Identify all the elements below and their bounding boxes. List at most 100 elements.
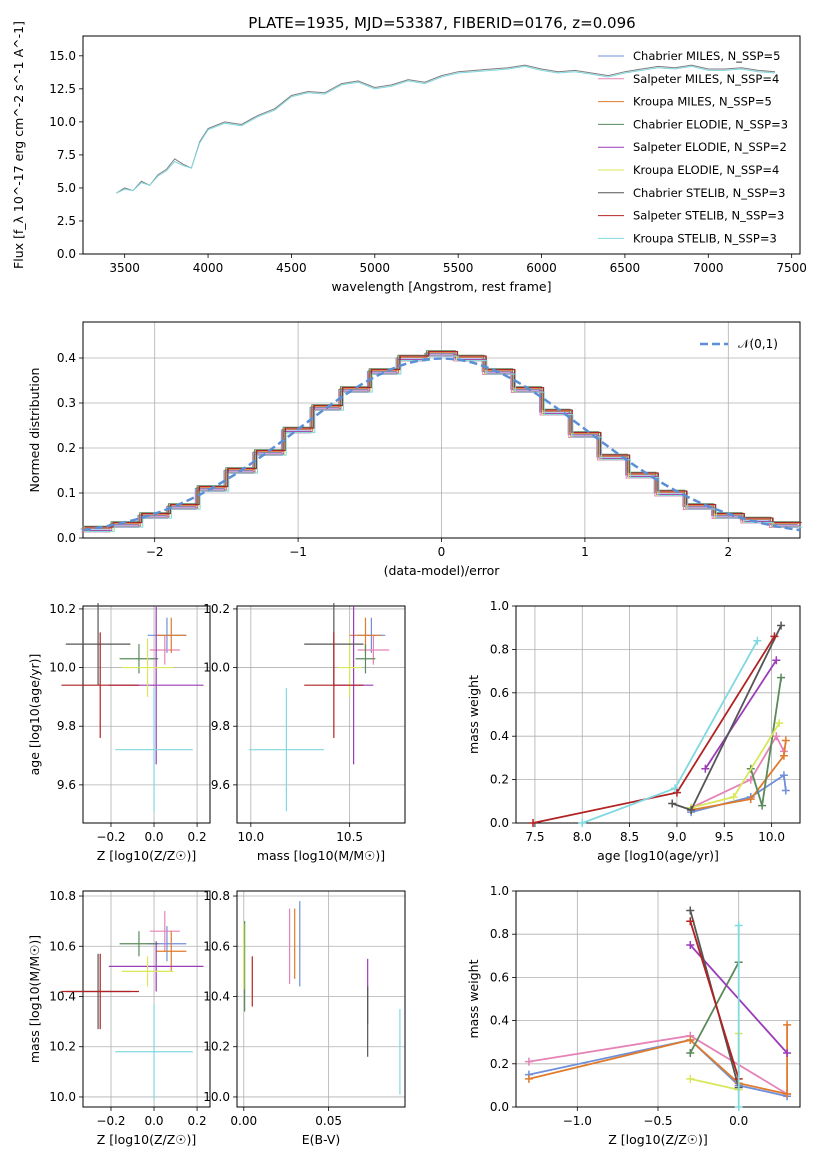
panel-5: −0.2 0.0 0.2 10.0 10.2 10.4 10.6 10.8 Z [log10(Z… — [27, 889, 211, 1147]
y-tick-label: 0.6 — [490, 970, 509, 984]
weight-marker — [529, 819, 538, 827]
panel-3: 10.0 10.5 9.6 9.8 10.0 10.2 mass [log10(M/M☉)] — [203, 602, 406, 863]
x-axis-label: mass [log10(M/M☉)] — [257, 848, 385, 863]
y-axis-label: mass [log10(M/M☉)] — [27, 935, 42, 1063]
legend-label: 𝒩(0,1) — [738, 337, 778, 351]
axes-frame — [236, 605, 406, 824]
y-tick-label: 0.0 — [490, 816, 509, 830]
x-tick-label: −0.5 — [643, 1114, 672, 1128]
y-tick-label: 15.0 — [49, 49, 76, 63]
weight-marker — [687, 805, 696, 814]
weight-marker — [772, 732, 781, 741]
panel-1: −2 −1 0 1 2 0.0 0.1 0.2 0.3 0.4 (data-model)/error… — [27, 321, 803, 578]
figure-title: PLATE=1935, MJD=53387, FIBERID=0176, z=0… — [248, 14, 635, 32]
weight-marker — [781, 736, 790, 745]
x-tick-label: 8.5 — [620, 830, 639, 844]
y-tick-label: 10.2 — [49, 602, 76, 616]
x-tick-label: 3500 — [109, 261, 140, 275]
x-tick-label: 0.05 — [315, 1114, 342, 1128]
weight-marker — [777, 673, 786, 682]
panel-4: 7.5 8.0 8.5 9.0 9.5 10.0 0.0 0.2 0.4 0.6 0.8 1.0 age… — [466, 599, 801, 863]
spectrum-data — [116, 64, 776, 194]
legend: Chabrier MILES, N_SSP=5 Salpeter MILES, N… — [598, 49, 788, 245]
axes-frame — [236, 890, 406, 1108]
x-tick-label: −0.2 — [96, 830, 125, 844]
y-tick-label: 10.2 — [203, 1040, 230, 1054]
x-tick-label: −1 — [289, 545, 307, 559]
panel-0: 3500 4000 4500 5000 5500 6000 6500 7000 7500 0.0 2… — [11, 21, 807, 294]
weight-marker — [777, 621, 786, 630]
y-tick-label: 12.5 — [49, 82, 76, 96]
y-tick-label: 10.0 — [203, 1090, 230, 1104]
y-tick-label: 10.4 — [203, 989, 230, 1003]
y-tick-label: 0.8 — [490, 642, 509, 656]
y-tick-label: 0.2 — [57, 441, 76, 455]
panel-7: −1.0 −0.5 0.0 0.0 0.2 0.4 0.6 0.8 1.0 Z [log10(Z/… — [466, 884, 801, 1147]
y-axis-label: age [log10(age/yr)] — [27, 654, 42, 776]
y-tick-label: 0.3 — [57, 396, 76, 410]
weight-marker — [668, 799, 677, 808]
weight-marker — [686, 1049, 695, 1057]
x-tick-label: 4500 — [276, 261, 307, 275]
x-tick-label: 0.00 — [230, 1114, 257, 1128]
panel-6: 0.00 0.05 10.0 10.2 10.4 10.6 10.8 E(B-V) — [203, 889, 406, 1147]
histogram-7 — [84, 351, 802, 528]
y-tick-label: 9.8 — [211, 719, 230, 733]
axes-frame — [515, 605, 801, 824]
y-tick-label: 10.2 — [49, 1040, 76, 1054]
histogram-2 — [81, 352, 799, 529]
weight-marker — [686, 941, 695, 949]
x-tick-label: 2 — [724, 545, 732, 559]
weight-marker — [672, 788, 681, 797]
x-tick-label: 9.5 — [715, 830, 734, 844]
y-axis-label: mass weight — [466, 675, 481, 754]
weight-marker — [783, 1090, 792, 1099]
legend-label: Chabrier STELIB, N_SSP=3 — [633, 186, 785, 200]
y-tick-label: 10.4 — [49, 989, 76, 1003]
axes-frame — [82, 605, 211, 824]
weight-marker — [783, 1020, 792, 1029]
y-tick-label: 0.8 — [490, 927, 509, 941]
weight-marker — [779, 771, 788, 780]
weight-marker — [524, 1074, 533, 1083]
weight-marker — [686, 917, 695, 926]
x-tick-label: 10.0 — [237, 830, 264, 844]
y-tick-label: 1.0 — [490, 599, 509, 613]
x-tick-label: 0.2 — [188, 1114, 207, 1128]
x-axis-label: Z [log10(Z/Z☉)] — [97, 1132, 197, 1147]
weight-line-Salpeter STELIB — [689, 920, 740, 1080]
x-axis-label: age [log10(age/yr)] — [597, 848, 719, 863]
y-tick-label: 10.8 — [49, 889, 76, 903]
legend-label: Salpeter STELIB, N_SSP=3 — [633, 209, 784, 223]
y-tick-label: 10.6 — [49, 939, 76, 953]
x-tick-label: 6500 — [610, 261, 641, 275]
legend-label: Kroupa STELIB, N_SSP=3 — [633, 231, 777, 245]
weight-marker — [578, 819, 587, 827]
y-tick-label: 10.8 — [203, 889, 230, 903]
legend-label: Chabrier ELODIE, N_SSP=3 — [633, 117, 788, 131]
x-tick-label: 5500 — [443, 261, 474, 275]
y-tick-label: 10.0 — [203, 661, 230, 675]
x-axis-label: E(B-V) — [302, 1132, 341, 1147]
y-tick-label: 0.4 — [490, 1014, 509, 1028]
axes-frame — [82, 35, 801, 255]
x-tick-label: 4000 — [193, 261, 224, 275]
y-tick-label: 10.0 — [49, 661, 76, 675]
weight-marker — [783, 1049, 792, 1057]
histogram-4 — [83, 354, 800, 531]
x-tick-label: −1.0 — [563, 1114, 592, 1128]
y-tick-label: 7.5 — [57, 148, 76, 162]
y-axis-label: mass weight — [466, 959, 481, 1038]
x-axis-label: (data-model)/error — [384, 563, 501, 578]
legend-label: Chabrier MILES, N_SSP=5 — [633, 49, 780, 63]
weight-marker — [734, 921, 743, 930]
x-tick-label: 9.0 — [667, 830, 686, 844]
weight-marker — [701, 764, 710, 773]
weight-line-Salpeter ELODIE — [704, 659, 778, 770]
y-tick-label: 0.6 — [490, 686, 509, 700]
x-tick-label: 7500 — [776, 261, 807, 275]
weight-line-Kroupa MILES — [690, 740, 787, 811]
x-tick-label: 0 — [438, 545, 446, 559]
y-tick-label: 2.5 — [57, 214, 76, 228]
